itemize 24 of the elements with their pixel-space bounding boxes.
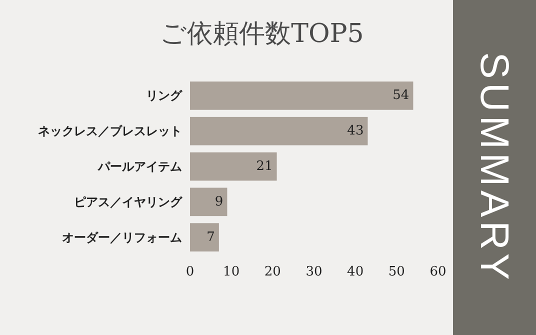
- bar: [190, 223, 219, 252]
- data-label: 54: [392, 88, 410, 104]
- data-label: 7: [206, 230, 215, 245]
- data-label: 9: [214, 194, 224, 210]
- x-tick-label: 40: [347, 264, 364, 280]
- x-tick-label: 30: [306, 264, 322, 280]
- y-tick-label: パールアイテム: [97, 160, 182, 174]
- x-tick-label: 10: [223, 264, 240, 280]
- bar: [190, 116, 368, 146]
- bar: [190, 82, 414, 110]
- y-tick-label: ネックレス／ブレスレット: [38, 124, 182, 138]
- data-label: 43: [347, 124, 364, 139]
- x-tick-label: 50: [388, 264, 405, 280]
- x-tick-label: 0: [186, 264, 194, 280]
- x-tick-label: 60: [430, 264, 446, 280]
- x-tick-label: 20: [264, 264, 281, 280]
- y-tick-label: オーダー／リフォーム: [62, 230, 182, 244]
- data-label: 21: [256, 159, 273, 174]
- chart-title: ご依頼件数TOP5: [160, 19, 364, 49]
- bar: [190, 188, 228, 216]
- y-tick-label: ピアス／イヤリング: [74, 194, 183, 209]
- text: SUMMARY: [472, 52, 516, 284]
- y-tick-label: リング: [146, 88, 183, 103]
- bar: [190, 152, 277, 181]
